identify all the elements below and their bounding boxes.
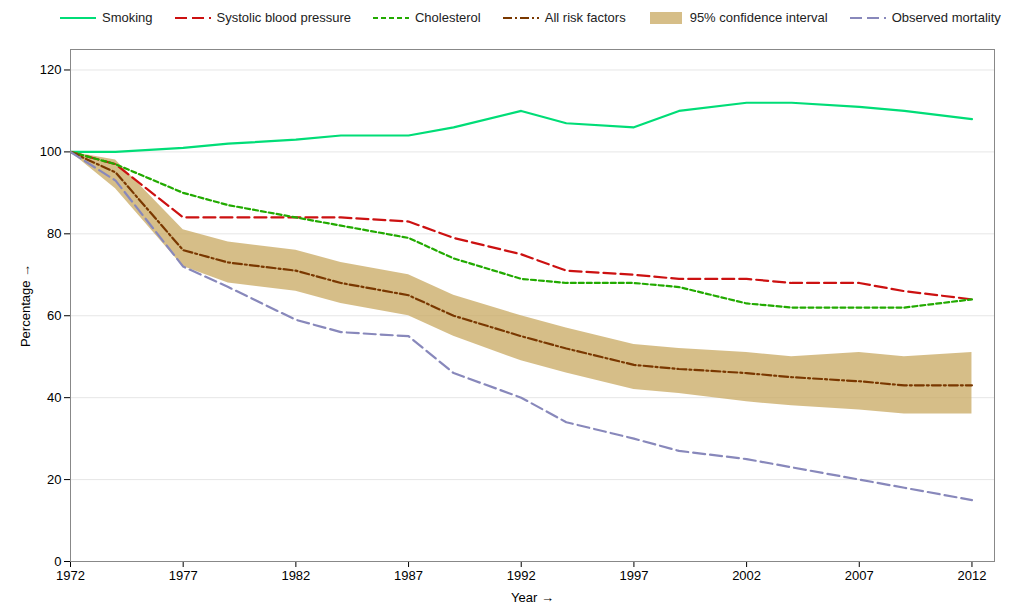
html-text:All risk factors: All risk factors: [544, 10, 626, 25]
svg-text:80: 80: [47, 226, 61, 241]
svg-text:2002: 2002: [732, 568, 761, 583]
svg-text:1987: 1987: [394, 568, 423, 583]
svg-text:1992: 1992: [507, 568, 536, 583]
html-text:Systolic blood pressure: Systolic blood pressure: [216, 10, 351, 25]
svg-text:60: 60: [47, 308, 61, 323]
svg-text:100: 100: [40, 144, 62, 159]
svg-text:1997: 1997: [619, 568, 648, 583]
svg-text:Year →: Year →: [511, 590, 554, 605]
svg-text:2012: 2012: [958, 568, 987, 583]
svg-text:Percentage →: Percentage →: [18, 264, 33, 347]
svg-text:20: 20: [47, 472, 61, 487]
html-text:Observed mortality: Observed mortality: [891, 10, 1001, 25]
html-text:95% confidence interval: 95% confidence interval: [689, 10, 828, 25]
svg-text:40: 40: [47, 390, 61, 405]
svg-text:1972: 1972: [56, 568, 85, 583]
svg-text:1977: 1977: [169, 568, 198, 583]
svg-text:0: 0: [54, 554, 61, 569]
svg-text:1982: 1982: [281, 568, 310, 583]
svg-text:120: 120: [40, 62, 62, 77]
html-text:Cholesterol: Cholesterol: [415, 10, 481, 25]
svg-text:2007: 2007: [845, 568, 874, 583]
html-text:Smoking: Smoking: [102, 10, 153, 25]
